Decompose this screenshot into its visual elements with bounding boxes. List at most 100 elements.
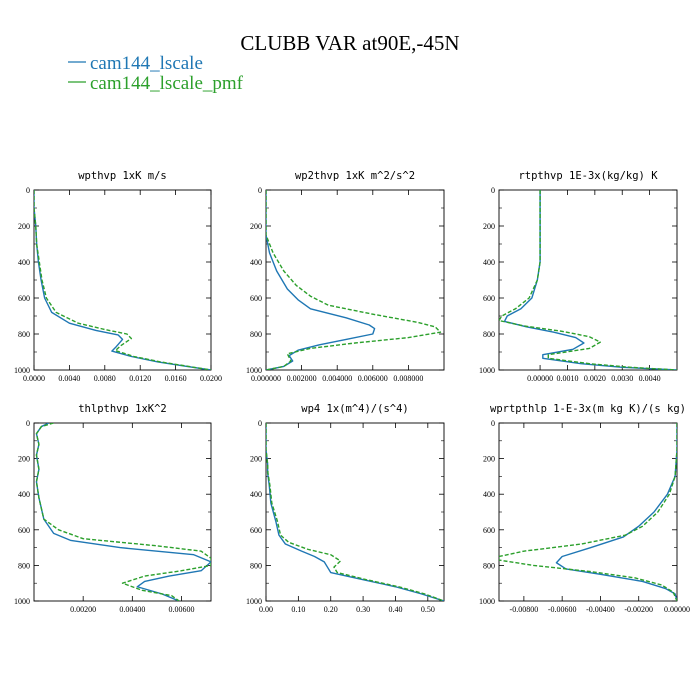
y-tick-label: 400: [18, 258, 30, 267]
x-tick-label: 0.30: [356, 605, 370, 614]
panel-title: thlpthvp 1xK^2: [78, 403, 167, 415]
series-line-cam144-lscale: [35, 423, 211, 601]
x-tick-label: 0.0040: [58, 374, 80, 383]
y-tick-label: 0: [258, 419, 262, 428]
y-tick-label: 600: [18, 294, 30, 303]
plot-frame: [498, 189, 678, 371]
x-tick-label: 0.40: [388, 605, 402, 614]
x-tick-label: 0.0010: [556, 374, 578, 383]
series-line-cam144-lscale-pmf: [266, 423, 444, 601]
y-tick-label: 200: [483, 455, 495, 464]
series-line-cam144-lscale: [266, 190, 376, 370]
y-tick-label: 0: [491, 186, 495, 195]
chart-panel-2: wp2thvp 1xK m^2/s^2020040060080010000.00…: [246, 170, 445, 383]
y-tick-label: 1000: [479, 366, 495, 375]
y-tick-label: 200: [483, 222, 495, 231]
panel-title: wprtpthlp 1-E-3x(m kg K)/(s kg): [490, 403, 686, 415]
y-tick-label: 1000: [479, 597, 495, 606]
x-tick-label: 0.20: [324, 605, 338, 614]
series-line-cam144-lscale: [555, 423, 677, 601]
y-tick-label: 600: [18, 526, 30, 535]
chart-panel-4: thlpthvp 1xK^2 0 200 400 600 800 1000 0.00200 0.…: [14, 403, 212, 614]
y-tick-label: 200: [250, 222, 262, 231]
y-tick-label: 400: [18, 490, 30, 499]
chart-panel-6: wprtpthlp 1-E-3x(m kg K)/(s kg) 0 200 400 60…: [479, 403, 690, 614]
y-tick-label: 0: [258, 186, 262, 195]
x-tick-label: 0.002000: [287, 374, 317, 383]
y-tick-label: 400: [250, 258, 262, 267]
chart-panel-3: rtpthvp 1E-3x(kg/kg) K 0 200 400 600 800 1000 0…: [479, 170, 678, 383]
y-tick-label: 0: [26, 186, 30, 195]
series-line-cam144-lscale-pmf: [34, 190, 211, 370]
y-tick-label: 600: [483, 526, 495, 535]
plot-frame: [265, 422, 445, 602]
series-line-cam144-lscale-pmf: [499, 190, 677, 370]
x-tick-label: 0.00600: [169, 605, 195, 614]
y-tick-label: 0: [491, 419, 495, 428]
y-tick-label: 0: [26, 419, 30, 428]
x-tick-label: 0.006000: [358, 374, 388, 383]
x-tick-label: -0.00600: [548, 605, 577, 614]
x-tick-label: 0.0200: [200, 374, 222, 383]
y-tick-label: 1000: [14, 366, 30, 375]
y-tick-label: 1000: [246, 366, 262, 375]
y-tick-label: 600: [250, 526, 262, 535]
plot-frame: [33, 422, 212, 602]
x-tick-label: 0.004000: [322, 374, 352, 383]
plot-frame: [33, 189, 212, 371]
y-tick-label: 800: [250, 561, 262, 570]
x-tick-label: 0.0000: [23, 374, 45, 383]
x-tick-label: 0.0160: [165, 374, 187, 383]
y-tick-label: 1000: [246, 597, 262, 606]
x-tick-label: 0.0120: [129, 374, 151, 383]
y-tick-label: 400: [250, 490, 262, 499]
x-tick-label: -0.00200: [624, 605, 653, 614]
series-line-cam144-lscale: [503, 190, 677, 370]
panel-title: wpthvp 1xK m/s: [78, 170, 167, 182]
y-tick-label: 400: [483, 490, 495, 499]
x-tick-label: 0.0040: [639, 374, 661, 383]
series-line-cam144-lscale-pmf: [266, 190, 442, 370]
x-tick-label: 0.00000: [664, 605, 690, 614]
y-tick-label: 600: [250, 294, 262, 303]
y-tick-label: 400: [483, 258, 495, 267]
x-tick-label: 0.00400: [119, 605, 145, 614]
y-tick-label: 800: [18, 561, 30, 570]
x-tick-label: 0.000000: [251, 374, 281, 383]
panel-title: rtpthvp 1E-3x(kg/kg) K: [518, 170, 658, 182]
y-tick-label: 1000: [14, 597, 30, 606]
plot-frame: [498, 422, 678, 602]
x-tick-label: -0.00400: [586, 605, 615, 614]
figure-legend: cam144_lscale cam144_lscale_pmf: [68, 53, 244, 94]
y-tick-label: 800: [250, 330, 262, 339]
y-tick-label: 800: [483, 561, 495, 570]
x-tick-label: 0.008000: [393, 374, 423, 383]
figure-title: CLUBB VAR at90E,-45N: [240, 31, 459, 55]
series-line-cam144-lscale-pmf: [35, 423, 211, 601]
y-tick-label: 200: [250, 455, 262, 464]
series-line-cam144-lscale: [34, 190, 211, 370]
x-tick-label: 0.00200: [70, 605, 96, 614]
y-tick-label: 600: [483, 294, 495, 303]
y-tick-label: 200: [18, 455, 30, 464]
panel-title: wp4 1x(m^4)/(s^4): [301, 403, 408, 415]
x-tick-label: 0.0030: [611, 374, 633, 383]
x-tick-label: 0.10: [291, 605, 305, 614]
x-tick-label: 0.0020: [584, 374, 606, 383]
x-tick-label: 0.0080: [94, 374, 116, 383]
x-tick-label: 0.50: [421, 605, 435, 614]
series-line-cam144-lscale: [266, 423, 444, 601]
y-tick-label: 200: [18, 222, 30, 231]
legend-label-1: cam144_lscale: [90, 53, 203, 74]
y-tick-label: 800: [18, 330, 30, 339]
x-tick-label: -0.00800: [510, 605, 539, 614]
x-tick-label: 0.00: [259, 605, 273, 614]
series-line-cam144-lscale-pmf: [499, 423, 677, 601]
panel-title: wp2thvp 1xK m^2/s^2: [295, 170, 415, 182]
x-tick-label: 0.00000: [527, 374, 553, 383]
legend-label-2: cam144_lscale_pmf: [90, 73, 244, 94]
